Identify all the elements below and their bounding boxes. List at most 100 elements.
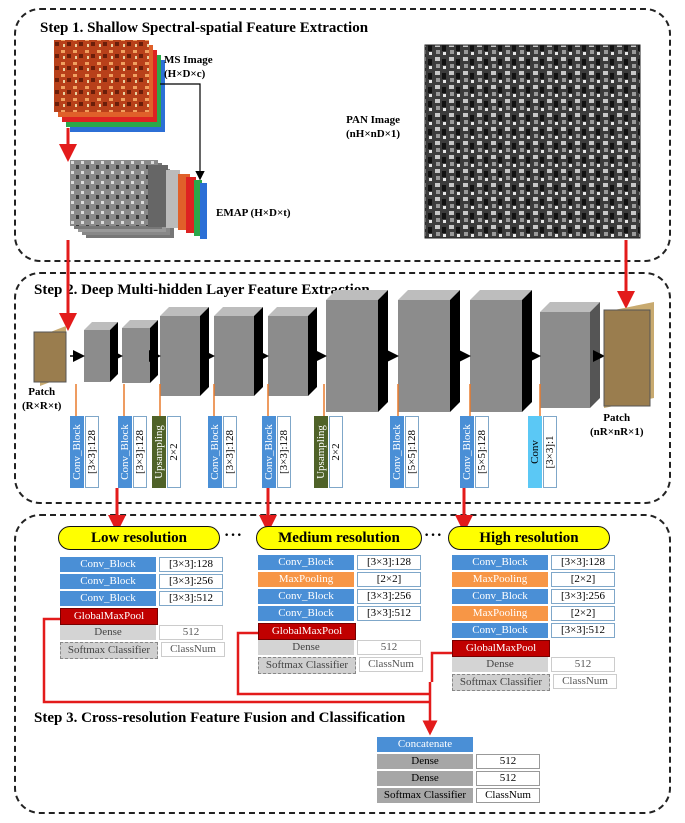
feature-map-2 bbox=[122, 320, 158, 383]
layer-block-8-param: [5×5]:128 bbox=[475, 416, 489, 488]
medium-resolution-pill: Medium resolution bbox=[256, 526, 422, 550]
high-table-row: Conv_Block [3×3]:256 bbox=[452, 589, 617, 604]
emap-label: EMAP (H×D×t) bbox=[216, 207, 291, 219]
low-resolution-pill: Low resolution bbox=[58, 526, 220, 550]
medium-layer-param: ClassNum bbox=[359, 657, 423, 672]
high-layer-name: MaxPooling bbox=[452, 572, 548, 587]
ms-image-stack bbox=[54, 40, 165, 132]
medium-layer-name: Softmax Classifier bbox=[258, 657, 356, 674]
medium-layer-param: [3×3]:256 bbox=[357, 589, 421, 604]
high-layer-param: [3×3]:256 bbox=[551, 589, 615, 604]
feature-map-9 bbox=[540, 302, 600, 408]
layer-block-param-text: 2×2 bbox=[330, 443, 342, 461]
layer-block-param-text: 2×2 bbox=[168, 443, 180, 461]
layer-block-2-name: Conv_Block bbox=[118, 416, 132, 488]
low-table-row: Dense 512 bbox=[60, 625, 225, 640]
low-layer-name: Conv_Block bbox=[60, 591, 156, 606]
high-resolution-table: Conv_Block [3×3]:128 MaxPooling [2×2] Conv_B… bbox=[452, 555, 617, 691]
input-patch-title: Patch bbox=[28, 386, 56, 398]
layer-block-name-text: Conv_Block bbox=[119, 424, 131, 480]
step1-frame bbox=[14, 8, 671, 262]
medium-layer-name: GlobalMaxPool bbox=[258, 623, 356, 640]
low-layer-name: Conv_Block bbox=[60, 574, 156, 589]
medium-layer-name: Dense bbox=[258, 640, 354, 655]
low-gmp-route bbox=[42, 617, 430, 704]
ellipsis-1: ··· bbox=[224, 527, 244, 544]
fusion-layer-param: ClassNum bbox=[476, 788, 540, 803]
high-table-row: Conv_Block [3×3]:128 bbox=[452, 555, 617, 570]
high-layer-name: Softmax Classifier bbox=[452, 674, 550, 691]
layer-block-param-text: [3×3]:1 bbox=[544, 435, 556, 469]
layer-block-param-text: [5×5]:128 bbox=[476, 429, 488, 475]
layer-block-5-param: [3×3]:128 bbox=[277, 416, 291, 488]
high-layer-param: ClassNum bbox=[553, 674, 617, 689]
low-layer-name: Conv_Block bbox=[60, 557, 156, 572]
layer-block-6-name: Upsampling bbox=[314, 416, 328, 488]
emap-stack bbox=[70, 160, 207, 239]
layer-block-1-param: [3×3]:128 bbox=[85, 416, 99, 488]
step3-frame bbox=[14, 514, 671, 814]
fusion-layer-name: Dense bbox=[377, 754, 473, 769]
high-layer-name: MaxPooling bbox=[452, 606, 548, 621]
low-layer-param: [3×3]:512 bbox=[159, 591, 223, 606]
medium-table-row: Conv_Block [3×3]:512 bbox=[258, 606, 423, 621]
medium-layer-name: Conv_Block bbox=[258, 606, 354, 621]
fusion-layer-param: 512 bbox=[476, 771, 540, 786]
low-layer-param: 512 bbox=[159, 625, 223, 640]
high-table-row: GlobalMaxPool bbox=[452, 640, 617, 657]
high-layer-param: [3×3]:128 bbox=[551, 555, 615, 570]
high-layer-name: Conv_Block bbox=[452, 623, 548, 638]
ms-image-title: MS Image bbox=[164, 54, 213, 66]
medium-layer-name: Conv_Block bbox=[258, 555, 354, 570]
high-layer-name: Conv_Block bbox=[452, 589, 548, 604]
feature-map-4 bbox=[214, 307, 263, 396]
layer-block-4-param: [3×3]:128 bbox=[223, 416, 237, 488]
high-layer-param: [2×2] bbox=[551, 606, 615, 621]
layer-block-param-text: [3×3]:128 bbox=[224, 429, 236, 475]
layer-block-param-text: [5×5]:128 bbox=[406, 429, 418, 475]
concatenate-cell: Concatenate bbox=[377, 737, 473, 752]
medium-table-row: Conv_Block [3×3]:256 bbox=[258, 589, 423, 604]
low-table-row: GlobalMaxPool bbox=[60, 608, 225, 625]
medium-layer-name: Conv_Block bbox=[258, 589, 354, 604]
feature-map-6 bbox=[326, 290, 388, 412]
fusion-layer-name: Dense bbox=[377, 771, 473, 786]
layer-block-1-name: Conv_Block bbox=[70, 416, 84, 488]
input-patch bbox=[33, 326, 67, 386]
step1-title: Step 1. Shallow Spectral-spatial Feature… bbox=[40, 20, 369, 36]
step2-frame bbox=[14, 272, 671, 504]
layer-block-3-param: 2×2 bbox=[167, 416, 181, 488]
high-resolution-pill: High resolution bbox=[448, 526, 610, 550]
layer-block-9-name: Conv bbox=[528, 416, 542, 488]
ms-image-label: MS Image (H×D×c) bbox=[164, 54, 213, 82]
fusion-table: Concatenate Dense 512 Dense 512 Softmax Clas… bbox=[377, 737, 540, 805]
low-table-row: Conv_Block [3×3]:256 bbox=[60, 574, 225, 589]
high-layer-name: Dense bbox=[452, 657, 548, 672]
fusion-layer-param: 512 bbox=[476, 754, 540, 769]
high-table-row: Conv_Block [3×3]:512 bbox=[452, 623, 617, 638]
low-resolution-table: Conv_Block [3×3]:128 Conv_Block [3×3]:256 Co… bbox=[60, 557, 225, 659]
fusion-table-row: Dense 512 bbox=[377, 771, 540, 786]
medium-table-row: MaxPooling [2×2] bbox=[258, 572, 423, 587]
medium-layer-param: [2×2] bbox=[357, 572, 421, 587]
layer-block-6-param: 2×2 bbox=[329, 416, 343, 488]
step2-title: Step 2. Deep Multi-hidden Layer Feature … bbox=[34, 282, 370, 298]
high-table-row: MaxPooling [2×2] bbox=[452, 606, 617, 621]
high-table-row: Dense 512 bbox=[452, 657, 617, 672]
medium-table-row: Conv_Block [3×3]:128 bbox=[258, 555, 423, 570]
medium-layer-param: 512 bbox=[357, 640, 421, 655]
input-patch-dims: (R×R×t) bbox=[22, 399, 62, 412]
medium-resolution-table: Conv_Block [3×3]:128 MaxPooling [2×2] Conv_B… bbox=[258, 555, 423, 674]
high-layer-name: GlobalMaxPool bbox=[452, 640, 550, 657]
low-table-row: Conv_Block [3×3]:512 bbox=[60, 591, 225, 606]
layer-block-param-text: [3×3]:128 bbox=[278, 429, 290, 475]
feature-map-8 bbox=[470, 290, 532, 412]
low-layer-param: [3×3]:128 bbox=[159, 557, 223, 572]
output-patch-label: Patch (nR×nR×1) bbox=[590, 412, 644, 440]
pan-image-label: PAN Image (nH×nD×1) bbox=[346, 114, 400, 142]
ms-to-emap-connector bbox=[160, 83, 205, 181]
output-patch-title: Patch bbox=[603, 412, 631, 424]
layer-block-name-text: Upsampling bbox=[153, 425, 165, 479]
high-layer-param: [3×3]:512 bbox=[551, 623, 615, 638]
